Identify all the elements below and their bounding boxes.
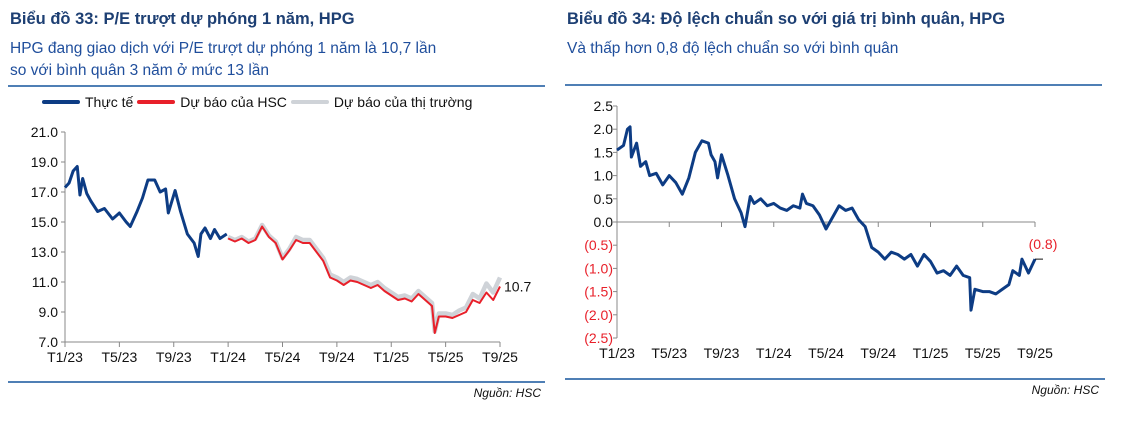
left-x-tick-label: T9/24 (319, 349, 355, 365)
left-end-label: 10.7 (504, 279, 531, 295)
right-y-tick-label: (2.5) (584, 330, 613, 346)
right-x-tick-label: T1/23 (599, 345, 635, 361)
right-y-tick-label: 2.5 (594, 98, 614, 114)
right-chart-title: Biểu đồ 34: Độ lệch chuẩn so với giá trị… (567, 10, 1006, 28)
legend-actual: Thực tế (85, 94, 134, 110)
left-x-tick-label: T9/23 (156, 349, 192, 365)
right-x-tick-label: T1/25 (913, 345, 949, 361)
right-end-label: (0.8) (1029, 236, 1058, 252)
left-y-tick-label: 9.0 (39, 304, 59, 320)
left-source: Nguồn: HSC (473, 386, 541, 400)
left-y-tick-label: 15.0 (31, 214, 58, 230)
left-y-tick-label: 21.0 (31, 124, 58, 140)
left-x-tick-label: T1/24 (210, 349, 246, 365)
right-y-tick-label: 0.0 (594, 214, 614, 230)
left-y-tick-label: 11.0 (32, 274, 58, 290)
left-bottom-rule (8, 381, 545, 383)
legend-swatch-hsc (137, 100, 176, 104)
right-source: Nguồn: HSC (1031, 383, 1099, 397)
right-x-tick-label: T9/25 (1017, 345, 1053, 361)
legend-market: Dự báo của thị trường (333, 94, 473, 110)
right-x-tick-label: T9/23 (704, 345, 740, 361)
left-x-tick-label: T5/23 (101, 349, 137, 365)
left-x-tick-label: T1/25 (373, 349, 409, 365)
market-forecast-line (227, 222, 503, 334)
right-y-tick-label: (2.0) (584, 307, 613, 323)
right-x-tick-label: T5/24 (808, 345, 844, 361)
left-y-tick-label: 13.0 (31, 244, 58, 260)
left-x-tick-label: T5/25 (428, 349, 464, 365)
legend-swatch-market (290, 100, 329, 104)
legend-swatch-actual (42, 100, 80, 104)
right-y-tick-label: 2.0 (594, 121, 614, 137)
left-chart-subtitle-1: HPG đang giao dịch với P/E trượt dự phón… (10, 40, 437, 57)
right-y-tick-label: 1.5 (594, 144, 614, 160)
left-chart-title: Biểu đồ 33: P/E trượt dự phóng 1 năm, HP… (10, 10, 355, 28)
left-y-tick-label: 7.0 (39, 334, 59, 350)
left-top-rule (8, 85, 545, 87)
right-x-tick-label: T5/23 (651, 345, 687, 361)
right-y-tick-label: 1.0 (594, 168, 614, 184)
right-y-tick-label: (0.5) (584, 237, 613, 253)
left-x-tick-label: T9/25 (482, 349, 518, 365)
left-chart-subtitle-2: so với bình quân 3 năm ở mức 13 lần (10, 62, 270, 79)
left-legend: Thực tế Dự báo của HSC Dự báo của thị tr… (38, 94, 472, 110)
left-x-tick-label: T1/23 (47, 349, 83, 365)
right-x-tick-label: T1/24 (756, 345, 792, 361)
left-y-tick-label: 17.0 (31, 184, 58, 200)
right-y-tick-label: (1.5) (584, 284, 613, 300)
right-y-tick-label: 0.5 (594, 191, 614, 207)
legend-hsc: Dự báo của HSC (180, 94, 287, 110)
right-top-rule (565, 84, 1102, 86)
left-x-tick-label: T5/24 (265, 349, 301, 365)
right-bottom-rule (565, 378, 1105, 380)
right-x-tick-label: T5/25 (965, 345, 1001, 361)
left-y-tick-label: 19.0 (31, 154, 58, 170)
hsc-forecast-line (227, 225, 501, 334)
std-deviation-line (616, 125, 1037, 312)
right-chart-subtitle: Và thấp hơn 0,8 độ lệch chuẩn so với bìn… (567, 40, 899, 57)
right-y-tick-label: (1.0) (584, 260, 613, 276)
right-x-tick-label: T9/24 (860, 345, 896, 361)
actual-line (63, 165, 228, 258)
